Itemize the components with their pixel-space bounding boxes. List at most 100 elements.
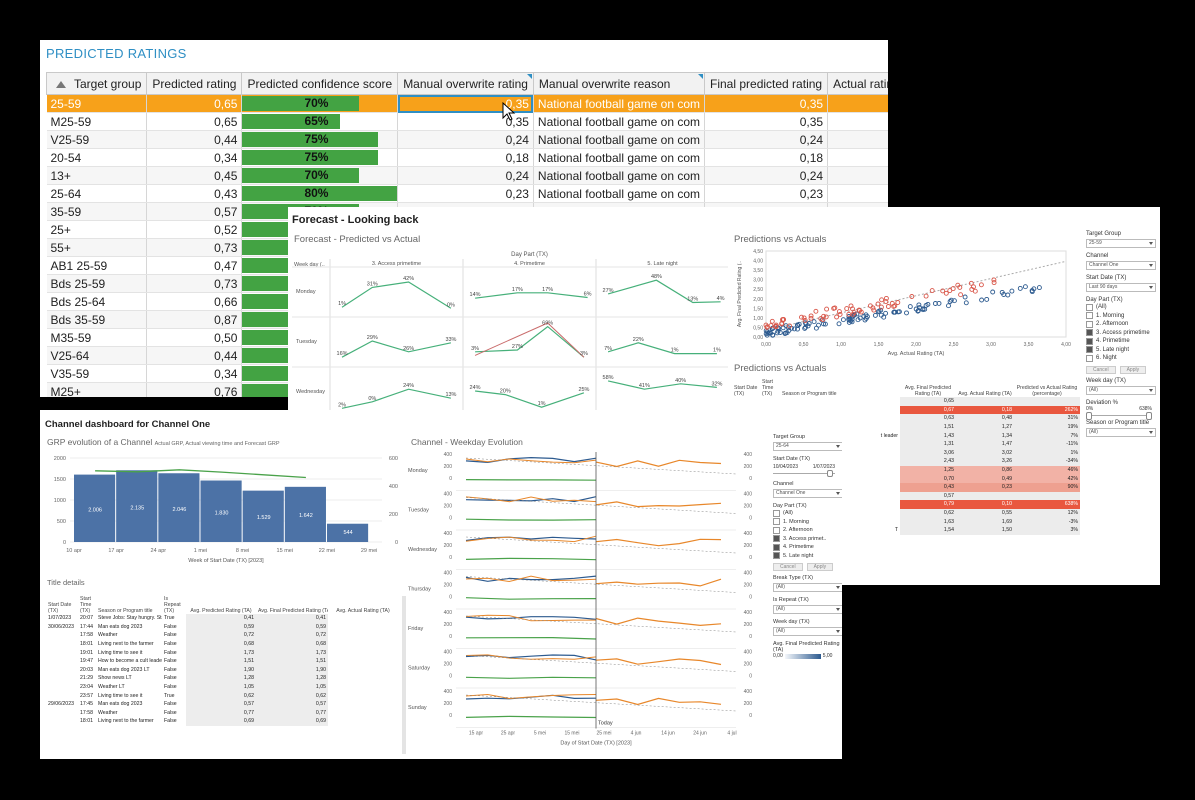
daypart-option[interactable]: 1. Morning	[773, 518, 841, 527]
cell-manual-rating[interactable]: 0,23	[397, 184, 534, 203]
deviation-slider[interactable]	[1086, 411, 1152, 420]
table-row[interactable]: 1,25 0,86 46%	[732, 465, 1080, 475]
daypart-option[interactable]: 4. Primetime	[773, 543, 841, 552]
col-final-predicted-rating[interactable]: Final predicted rating	[704, 72, 829, 95]
daypart-option[interactable]: 2. Afternoon	[1086, 320, 1158, 329]
table-row[interactable]: 0,70 0,49 42%	[732, 474, 1080, 483]
start-date-to[interactable]: 1/07/2023	[812, 464, 835, 470]
start-date-from[interactable]: 10/04/2023	[773, 464, 799, 470]
table-row[interactable]: 17:58 Weather False 0,72 0,72	[46, 631, 398, 640]
daypart-option[interactable]: 1. Morning	[1086, 312, 1158, 321]
daypart-option[interactable]: (All)	[1086, 303, 1158, 312]
table-row[interactable]: 25-64 0,43 80% 0,23 National football game o…	[46, 184, 888, 203]
channel-select[interactable]: Channel One	[1086, 261, 1156, 270]
table-row[interactable]: 0,79 0,10 638%	[732, 500, 1080, 509]
table-row[interactable]: 1,51 1,27 19%	[732, 422, 1080, 432]
cancel-button[interactable]: Cancel	[1086, 365, 1116, 374]
season-select[interactable]: (All)	[1086, 427, 1156, 437]
slider-handle[interactable]	[827, 470, 833, 477]
channel-select[interactable]: Channel One	[773, 489, 842, 498]
table-row[interactable]: 20:03 Man eats dog 2023 LT False 1,90 1,90	[46, 665, 398, 675]
cell-manual-rating[interactable]: 0,18	[397, 148, 534, 167]
target-group-select[interactable]: 25-59	[1086, 239, 1156, 248]
apply-button[interactable]: Apply	[1119, 365, 1147, 374]
checkbox-icon[interactable]	[1086, 346, 1093, 354]
table-row[interactable]: 20-54 0,34 75% 0,18 National football game o…	[46, 148, 888, 167]
cancel-button[interactable]: Cancel	[773, 563, 803, 571]
daypart-option[interactable]: 3. Access primetime	[1086, 329, 1158, 338]
col-actual-rating[interactable]: Actual rating	[827, 72, 888, 95]
weekday-select[interactable]: (All)	[773, 627, 842, 636]
table-row[interactable]: 25-59 0,65 70% 0,35 National football game o…	[46, 94, 888, 113]
table-row[interactable]: 30/06/2023 17:44 Man eats dog 2023 False 0,5…	[46, 622, 398, 632]
table-row[interactable]: 0,67 0,18 262%	[732, 405, 1080, 415]
table-row[interactable]: V25-59 0,44 75% 0,24 National football game …	[46, 130, 888, 149]
checkbox-icon[interactable]	[1086, 337, 1093, 345]
break-type-select[interactable]: (All)	[773, 583, 842, 592]
checkbox-icon[interactable]	[1086, 312, 1093, 320]
daypart-option[interactable]: 4. Primetime	[1086, 337, 1158, 346]
title-details-wrap[interactable]: Start Date (TX) Start Time (TX) Season o…	[46, 596, 406, 754]
col-confidence-score[interactable]: Predicted confidence score	[241, 72, 399, 95]
cell-manual-rating[interactable]: 0,24	[397, 130, 534, 149]
table-row[interactable]: 23:04 Weather LT False 1,05 1,05	[46, 682, 398, 692]
table-row[interactable]: 0,65	[732, 397, 1080, 406]
table-row[interactable]: 0,57	[732, 491, 1080, 501]
checkbox-icon[interactable]	[773, 518, 780, 526]
checkbox-icon[interactable]	[773, 543, 780, 551]
table-row[interactable]: M25-59 0,65 65% 0,35 National football game …	[46, 112, 888, 131]
table-row[interactable]: 1,63 1,69 -3%	[732, 517, 1080, 526]
daypart-option[interactable]: 6. Night	[1086, 354, 1158, 363]
table-row[interactable]: 19:47 How to become a cult leader False 1,5…	[46, 656, 398, 666]
cell-manual-reason[interactable]: National football game on com	[533, 184, 706, 203]
col-manual-overwrite-rating[interactable]: Manual overwrite rating	[397, 72, 534, 95]
table-row[interactable]: t leader 1,43 1,34 7%	[732, 431, 1080, 440]
daypart-option[interactable]: (All)	[773, 509, 841, 518]
col-target-group[interactable]: Target group	[45, 72, 148, 95]
table-row[interactable]: 23:57 Living time to see it True 0,62 0,62	[46, 691, 398, 700]
col-predicted-rating[interactable]: Predicted rating	[146, 72, 243, 95]
checkbox-icon[interactable]	[1086, 329, 1093, 337]
cell-manual-reason[interactable]: National football game on com	[533, 112, 706, 131]
checkbox-icon[interactable]	[773, 526, 780, 534]
table-row[interactable]: 0,43 0,23 90%	[732, 482, 1080, 492]
apply-button[interactable]: Apply	[806, 563, 834, 571]
table-row[interactable]: 2,43 3,26 -34%	[732, 457, 1080, 466]
daypart-option[interactable]: 5. Late night	[1086, 346, 1158, 355]
table-row[interactable]: 13+ 0,45 70% 0,24 National football game on …	[46, 166, 888, 185]
slider-handle-min[interactable]	[1086, 411, 1092, 420]
start-date-select[interactable]: Last 90 days	[1086, 283, 1156, 292]
table-row[interactable]: 0,63 0,48 31%	[732, 414, 1080, 423]
checkbox-icon[interactable]	[1086, 354, 1093, 362]
daypart-option[interactable]: 2. Afternoon	[773, 526, 841, 535]
table-row[interactable]: 17:58 Weather False 0,77 0,77	[46, 708, 398, 718]
col-manual-overwrite-reason[interactable]: Manual overwrite reason	[532, 72, 706, 95]
table-row[interactable]: 1,31 1,47 -11%	[732, 439, 1080, 449]
start-date-slider[interactable]	[773, 470, 835, 477]
checkbox-icon[interactable]	[773, 552, 780, 560]
table-row[interactable]: 1/07/2023 20:07 Steve Jobs: Stay hungry. S…	[46, 614, 398, 623]
weekday-select[interactable]: (All)	[1086, 385, 1156, 395]
checkbox-icon[interactable]	[1086, 320, 1093, 328]
cell-manual-reason[interactable]: National football game on com	[533, 94, 706, 113]
cell-manual-reason[interactable]: National football game on com	[533, 130, 706, 149]
table-row[interactable]: 29/06/2023 17:45 Man eats dog 2023 False 0,5…	[46, 699, 398, 709]
cell-manual-rating[interactable]: 0,35	[397, 94, 534, 113]
target-group-select[interactable]: 25-64	[773, 442, 842, 451]
slider-handle-max[interactable]	[1146, 411, 1152, 420]
table-row[interactable]: 18:01 Living next to the farmer False 0,68 0…	[46, 639, 398, 649]
is-repeat-select[interactable]: (All)	[773, 605, 842, 614]
table-row[interactable]: 3,06 3,02 1%	[732, 448, 1080, 458]
sort-asc-icon[interactable]	[56, 80, 66, 88]
cell-manual-reason[interactable]: National football game on com	[533, 148, 706, 167]
table-row[interactable]: 21:29 Show news LT False 1,28 1,28	[46, 674, 398, 683]
checkbox-icon[interactable]	[773, 509, 780, 517]
checkbox-icon[interactable]	[1086, 303, 1093, 311]
cell-manual-reason[interactable]: National football game on com	[533, 166, 706, 185]
table-row[interactable]: 0,62 0,55 12%	[732, 508, 1080, 518]
table-row[interactable]: T 1,54 1,50 3%	[732, 525, 1080, 535]
table-row[interactable]: 19:01 Living time to see it False 1,73 1,73	[46, 648, 398, 657]
table-row[interactable]: 18:01 Living next to the farmer False 0,69 0…	[46, 717, 398, 726]
checkbox-icon[interactable]	[773, 535, 780, 543]
daypart-option[interactable]: 3. Access primet..	[773, 535, 841, 544]
